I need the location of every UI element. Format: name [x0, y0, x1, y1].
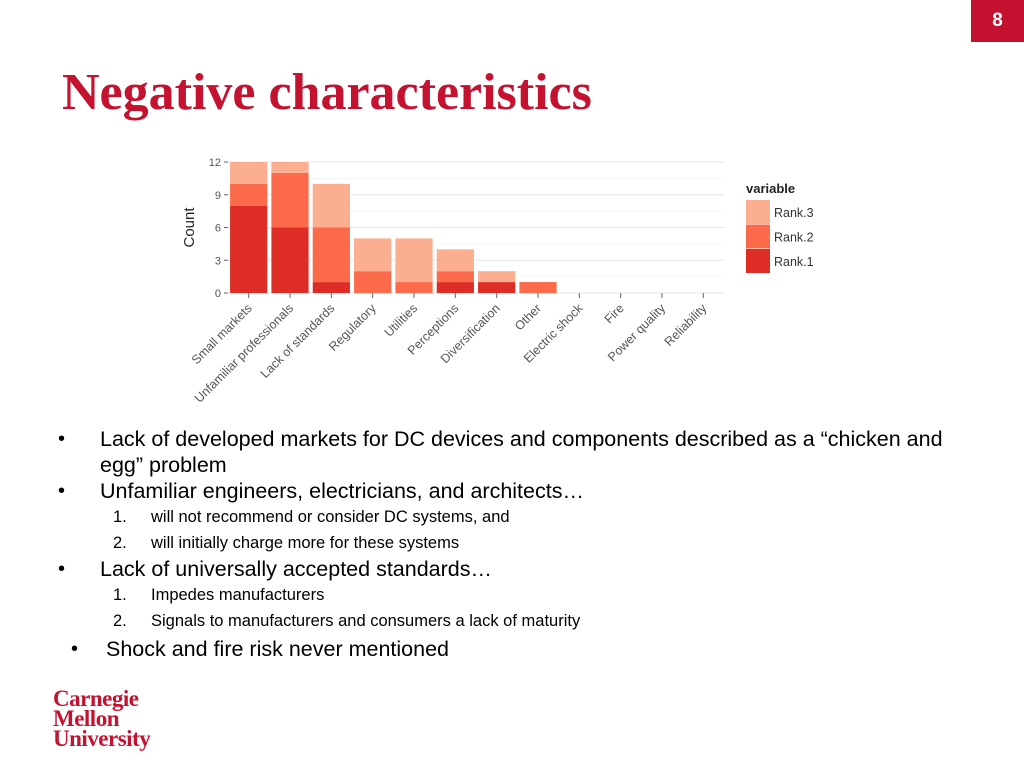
sub-number: 1. — [113, 508, 127, 526]
bar-segment — [354, 238, 392, 272]
bullet-list: • Lack of developed markets for DC devic… — [58, 426, 958, 662]
bullet-text: Unfamiliar engineers, electricians, and … — [100, 479, 584, 503]
bar-segment — [230, 183, 268, 206]
bar-segment — [395, 282, 433, 293]
y-axis-label: Count — [181, 207, 198, 248]
x-tick-label: Reliability — [662, 301, 710, 349]
x-tick-label: Utilities — [382, 301, 420, 339]
bullet-item: • Unfamiliar engineers, electricians, an… — [58, 478, 958, 504]
legend-swatch — [746, 249, 770, 273]
y-tick-label: 0 — [215, 288, 221, 300]
legend-label: Rank.3 — [774, 206, 814, 220]
sub-text: will initially charge more for these sys… — [151, 534, 460, 552]
bar-segment — [312, 183, 350, 228]
sub-item: 2. Signals to manufacturers and consumer… — [58, 608, 958, 634]
bar-segment — [436, 271, 474, 283]
bar-segment — [271, 172, 309, 228]
bar-segment — [230, 162, 268, 184]
logo-line: Mellon — [53, 706, 120, 731]
bullet-text: Shock and fire risk never mentioned — [106, 637, 449, 661]
y-tick-label: 3 — [215, 255, 221, 267]
bar-segment — [436, 282, 474, 293]
page-number: 8 — [971, 0, 1024, 42]
bar-segment — [519, 282, 557, 293]
bullet-dot: • — [58, 558, 66, 580]
slide-title: Negative characteristics — [62, 64, 592, 121]
sub-item: 2. will initially charge more for these … — [58, 530, 958, 556]
bar-segment — [478, 282, 516, 293]
sub-number: 2. — [113, 612, 127, 630]
bullet-text: Lack of universally accepted standards… — [100, 557, 492, 581]
bullet-dot: • — [71, 638, 79, 660]
bar-segment — [478, 271, 516, 283]
legend-swatch — [746, 224, 770, 249]
bar-segment — [312, 227, 350, 283]
x-tick-label: Lack of standards — [258, 301, 338, 381]
bar-segment — [354, 271, 392, 293]
y-tick-label: 9 — [215, 190, 221, 202]
bullet-item: • Shock and fire risk never mentioned — [58, 636, 958, 662]
x-tick-label: Other — [512, 301, 544, 333]
sub-item: 1. Impedes manufacturers — [58, 582, 958, 608]
bar-segment — [230, 205, 268, 293]
sub-number: 1. — [113, 586, 127, 604]
logo-line: Carnegie — [53, 686, 139, 711]
sub-number: 2. — [113, 534, 127, 552]
sub-text: Signals to manufacturers and consumers a… — [151, 612, 581, 630]
bullet-dot: • — [58, 428, 66, 450]
x-tick-label: Fire — [602, 301, 627, 326]
bar-segment — [436, 249, 474, 272]
logo-line: University — [53, 726, 151, 751]
y-tick-label: 6 — [215, 223, 221, 235]
bar-segment — [271, 162, 309, 173]
bar-segment — [312, 282, 350, 293]
legend-title: variable — [746, 181, 795, 196]
bullet-item: • Lack of universally accepted standards… — [58, 556, 958, 582]
bullet-dot: • — [58, 480, 66, 502]
bullet-item: • Lack of developed markets for DC devic… — [58, 426, 958, 478]
y-tick-label: 12 — [209, 157, 221, 169]
bar-segment — [271, 227, 309, 293]
university-logo: Carnegie Mellon University — [53, 686, 151, 751]
bar-segment — [395, 238, 433, 283]
sub-text: Impedes manufacturers — [151, 586, 325, 604]
legend-label: Rank.2 — [774, 231, 814, 245]
bullet-text: Lack of developed markets for DC devices… — [100, 427, 943, 477]
legend-label: Rank.1 — [774, 255, 814, 269]
sub-item: 1. will not recommend or consider DC sys… — [58, 504, 958, 530]
legend-swatch — [746, 200, 770, 224]
sub-text: will not recommend or consider DC system… — [151, 508, 510, 526]
